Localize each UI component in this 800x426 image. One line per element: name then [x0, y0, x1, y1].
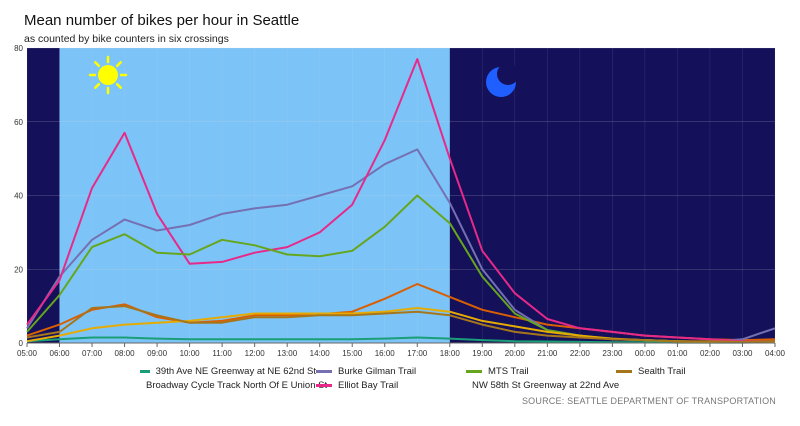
sun-ray [115, 82, 122, 89]
x-tick-label: 17:00 [407, 349, 428, 358]
legend-item-39th-ave-ne-greenway-at-ne-62nd-st: 39th Ave NE Greenway at NE 62nd St [140, 366, 316, 377]
y-tick-label: 80 [14, 44, 23, 53]
series-layer [26, 58, 776, 344]
x-tick-label: 19:00 [472, 349, 493, 358]
sun-ray [115, 61, 122, 68]
y-tick-label: 0 [19, 339, 24, 348]
legend-swatch [316, 384, 332, 387]
legend-swatch [616, 370, 632, 373]
series-line-39th-ave-ne-greenway-at-ne-62nd-st [26, 336, 776, 344]
legend-label: NW 58th St Greenway at 22nd Ave [472, 380, 620, 391]
x-tick-label: 15:00 [342, 349, 363, 358]
day-background [59, 48, 450, 343]
x-tick-label: 06:00 [50, 349, 71, 358]
x-tick-label: 09:00 [147, 349, 168, 358]
x-tick-label: 01:00 [667, 349, 688, 358]
chart-subtitle: as counted by bike counters in six cross… [24, 33, 229, 45]
y-tick-label: 60 [14, 118, 23, 127]
legend-swatch [140, 370, 150, 373]
axis-layer: 0 20 40 60 80 05:00 06:00 07:00 08:00 09:00 10:00 1… [14, 44, 785, 358]
x-tick-label: 00:00 [635, 349, 656, 358]
x-tick-label: 22:00 [570, 349, 591, 358]
series-line-elliot-bay-trail [26, 58, 775, 343]
legend-label: Sealth Trail [638, 366, 686, 377]
legend-label: Burke Gilman Trail [338, 366, 417, 377]
x-tick-label: 07:00 [82, 349, 103, 358]
x-tick-label: 23:00 [602, 349, 623, 358]
x-tick-label: 20:00 [505, 349, 526, 358]
legend-item-mts-trail: MTS Trail [466, 366, 616, 377]
x-tick-label: 13:00 [277, 349, 298, 358]
legend-swatch [466, 370, 482, 373]
moon-shadow [497, 63, 519, 85]
legend-label: MTS Trail [488, 366, 529, 377]
x-tick-label: 14:00 [310, 349, 331, 358]
y-tick-label: 40 [14, 192, 23, 201]
chart-title: Mean number of bikes per hour in Seattle [24, 12, 300, 29]
moon-icon [486, 63, 519, 97]
legend: 39th Ave NE Greenway at NE 62nd St Burke … [140, 366, 720, 391]
sun-ray [94, 82, 101, 89]
x-tick-label: 03:00 [732, 349, 753, 358]
legend-item-nw-58th-st-greenway-at-22nd-ave: NW 58th St Greenway at 22nd Ave [466, 380, 620, 391]
x-tick-label: 10:00 [180, 349, 201, 358]
x-tick-label: 16:00 [375, 349, 396, 358]
sun-disc [98, 65, 118, 85]
x-tick-label: 11:00 [212, 349, 232, 358]
legend-label: 39th Ave NE Greenway at NE 62nd St [155, 366, 316, 377]
x-tick-label: 18:00 [440, 349, 461, 358]
x-tick-label: 04:00 [765, 349, 786, 358]
legend-label: Elliot Bay Trail [338, 380, 399, 391]
icon-layer [88, 55, 519, 97]
legend-item-sealth-trail: Sealth Trail [616, 366, 716, 377]
x-tick-label: 12:00 [245, 349, 266, 358]
legend-item-broadway-cycle-track-north-of-e-union-st: Broadway Cycle Track North Of E Union St [140, 380, 327, 391]
y-tick-label: 20 [14, 265, 23, 274]
legend-item-burke-gilman-trail: Burke Gilman Trail [316, 366, 466, 377]
x-tick-label: 05:00 [17, 349, 38, 358]
x-tick-label: 21:00 [537, 349, 558, 358]
legend-swatch [316, 370, 332, 373]
sun-ray [94, 61, 101, 68]
legend-item-elliot-bay-trail: Elliot Bay Trail [316, 380, 466, 391]
series-line-sealth-trail [26, 305, 776, 343]
line-chart: 0 20 40 60 80 05:00 06:00 07:00 08:00 09:00 10:00 1… [14, 44, 785, 358]
source-note: SOURCE: SEATTLE DEPARTMENT OF TRANSPORTA… [521, 396, 776, 406]
sun-icon [88, 55, 128, 95]
x-tick-label: 02:00 [700, 349, 721, 358]
x-tick-label: 08:00 [115, 349, 136, 358]
legend-label: Broadway Cycle Track North Of E Union St [146, 380, 328, 391]
